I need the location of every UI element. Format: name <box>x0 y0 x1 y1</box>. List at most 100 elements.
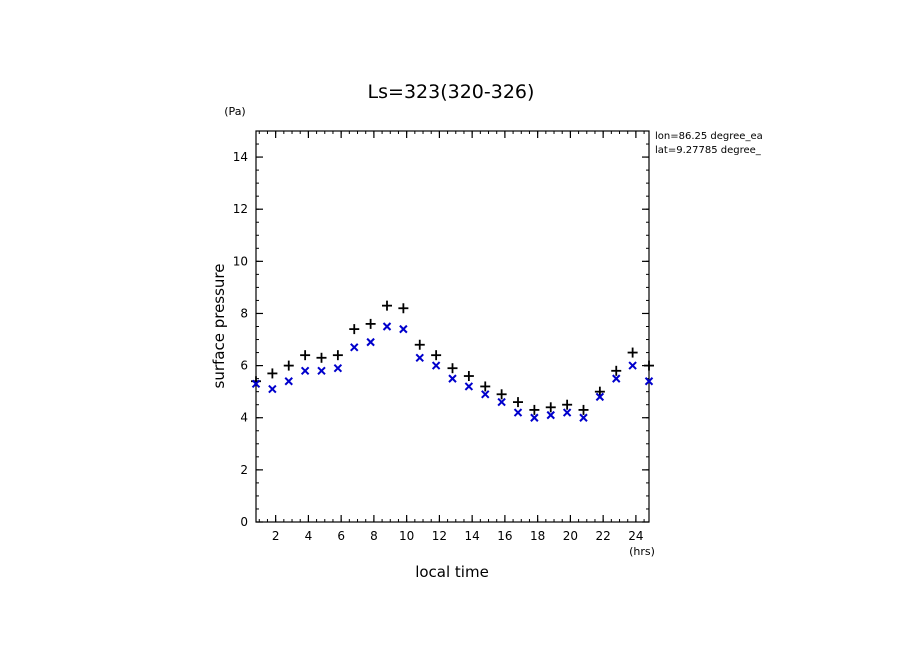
plus-marker-point <box>578 404 589 415</box>
cross-marker-stroke <box>251 379 261 389</box>
cross-marker-point <box>317 366 326 376</box>
y-tick-label: 14 <box>233 150 248 164</box>
plus-marker-point <box>349 324 360 335</box>
y-tick-label: 10 <box>233 254 248 268</box>
x-tick-label: 20 <box>563 529 578 543</box>
annotation-lon: lon=86.25 degree_ea <box>655 131 763 142</box>
plus-marker-point <box>414 339 425 350</box>
plus-marker-point <box>562 399 573 410</box>
x-axis-label: local time <box>415 563 489 581</box>
cross-marker-point <box>546 410 555 420</box>
x-tick-label: 22 <box>596 529 611 543</box>
plus-marker-point <box>480 381 491 392</box>
cross-marker-point <box>415 353 424 362</box>
cross-marker-stroke <box>595 392 605 402</box>
plus-marker-point <box>283 360 294 371</box>
x-tick-label: 16 <box>497 529 512 543</box>
plus-marker-point <box>267 368 278 379</box>
y-tick-label: 12 <box>233 202 248 216</box>
cross-marker-point <box>448 374 457 383</box>
cross-marker-stroke <box>268 384 277 394</box>
plus-marker-point <box>463 371 474 382</box>
cross-marker-stroke <box>300 366 310 376</box>
cross-marker-stroke <box>546 410 555 420</box>
plus-marker-point <box>431 350 442 361</box>
y-tick-label: 2 <box>240 463 248 477</box>
cross-marker-point <box>481 390 490 399</box>
plus-marker-point <box>545 402 556 413</box>
cross-marker-stroke <box>350 343 359 352</box>
y-tick-label: 4 <box>240 411 248 425</box>
cross-marker-stroke <box>628 361 637 370</box>
y-tick-label: 8 <box>240 306 248 320</box>
cross-marker-stroke <box>464 382 474 391</box>
cross-marker-stroke <box>579 413 588 422</box>
cross-marker-stroke <box>530 413 539 422</box>
cross-marker-stroke <box>284 377 293 386</box>
cross-marker-stroke <box>333 363 343 373</box>
cross-marker-point <box>530 413 539 422</box>
cross-marker-point <box>284 377 293 386</box>
cross-marker-stroke <box>366 337 375 347</box>
y-unit-label: (Pa) <box>224 105 245 118</box>
cross-marker-point <box>562 408 572 417</box>
x-tick-label: 2 <box>272 529 280 543</box>
plus-marker-point <box>300 350 311 361</box>
x-tick-label: 18 <box>530 529 545 543</box>
y-axis-label: surface pressure <box>210 264 228 389</box>
chart-title: Ls=323(320-326) <box>368 81 535 103</box>
plus-marker-point <box>398 303 409 314</box>
cross-marker-stroke <box>513 408 523 417</box>
cross-marker-stroke <box>431 361 441 370</box>
cross-marker-point <box>497 397 506 407</box>
cross-marker-point <box>399 324 408 334</box>
cross-marker-point <box>268 384 277 394</box>
y-tick-label: 6 <box>240 359 248 373</box>
cross-marker-stroke <box>644 377 654 386</box>
cross-marker-point <box>333 363 343 373</box>
annotation-lat: lat=9.27785 degree_ <box>655 145 762 156</box>
x-unit-label: (hrs) <box>629 545 655 558</box>
cross-marker-point <box>628 361 637 370</box>
cross-marker-point <box>251 379 261 389</box>
plus-marker-point <box>594 386 605 397</box>
plus-marker-point <box>365 318 376 329</box>
cross-marker-point <box>513 408 523 417</box>
cross-marker-point <box>595 392 605 402</box>
cross-marker-stroke <box>562 408 572 417</box>
plus-marker-point <box>644 360 654 371</box>
x-tick-label: 10 <box>399 529 414 543</box>
cross-marker-point <box>382 322 392 331</box>
plus-marker-point <box>447 363 458 374</box>
cross-marker-stroke <box>415 353 424 362</box>
x-tick-label: 14 <box>465 529 480 543</box>
plus-marker-point <box>513 397 523 408</box>
cross-marker-stroke <box>481 390 490 399</box>
x-tick-label: 12 <box>432 529 447 543</box>
plus-marker-point <box>529 404 540 415</box>
cross-marker-point <box>464 382 474 391</box>
plus-marker-point <box>382 300 392 311</box>
cross-marker-stroke <box>612 374 621 383</box>
plus-marker-point <box>496 389 507 400</box>
plus-marker-point <box>316 352 327 363</box>
cross-marker-point <box>366 337 375 347</box>
plus-marker-point <box>627 347 638 358</box>
cross-marker-stroke <box>382 322 392 331</box>
cross-marker-stroke <box>399 324 408 334</box>
cross-marker-stroke <box>497 397 506 407</box>
plus-marker-point <box>332 350 343 361</box>
plus-marker-point <box>611 365 622 376</box>
cross-marker-point <box>579 413 588 422</box>
cross-marker-point <box>300 366 310 376</box>
cross-marker-point <box>350 343 359 352</box>
x-tick-label: 24 <box>628 529 643 543</box>
cross-marker-stroke <box>448 374 457 383</box>
x-tick-label: 4 <box>305 529 313 543</box>
cross-marker-point <box>612 374 621 383</box>
x-tick-label: 6 <box>337 529 345 543</box>
plot-frame <box>255 130 650 523</box>
data-marks <box>251 300 654 422</box>
